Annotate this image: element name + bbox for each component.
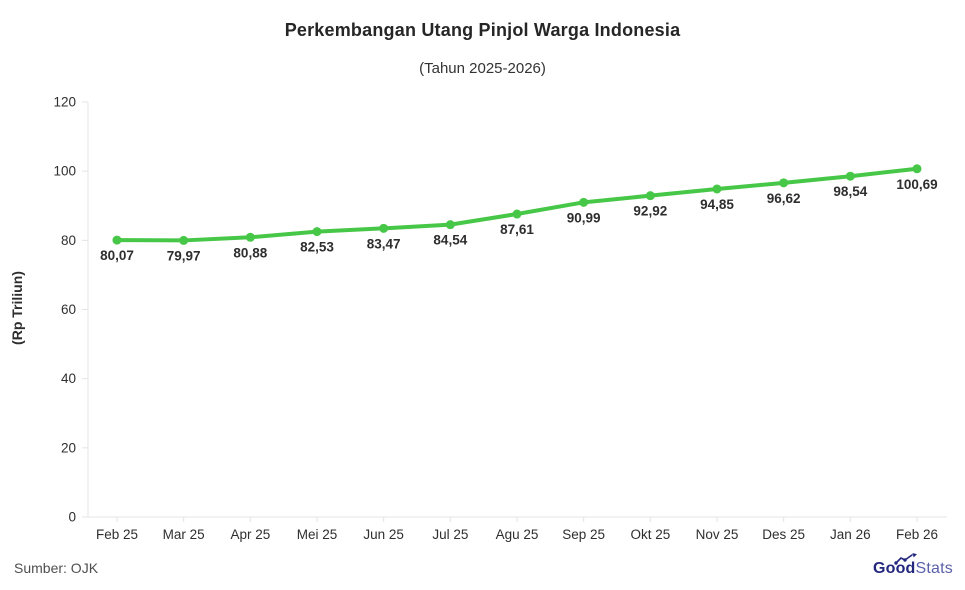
x-tick-label: Mei 25	[297, 527, 338, 542]
chart-title: Perkembangan Utang Pinjol Warga Indonesi…	[284, 20, 681, 40]
logo-text-light: Stats	[915, 560, 953, 577]
y-tick-label: 40	[61, 371, 76, 386]
x-tick-label: Nov 25	[696, 527, 739, 542]
data-point	[445, 220, 455, 230]
y-tick-label: 0	[68, 510, 76, 525]
data-point	[779, 178, 789, 188]
data-point-label: 82,53	[300, 240, 334, 255]
data-point-label: 84,54	[433, 233, 467, 248]
data-point	[512, 209, 522, 219]
data-point	[179, 235, 189, 245]
data-point-label: 83,47	[367, 236, 401, 251]
x-tick-label: Apr 25	[230, 527, 270, 542]
x-tick-label: Mar 25	[163, 527, 205, 542]
data-point-label: 79,97	[167, 248, 201, 263]
logo-text-bold: Good	[872, 560, 916, 577]
x-tick-label: Feb 25	[96, 527, 138, 542]
x-tick-label: Des 25	[762, 527, 805, 542]
data-point	[312, 227, 322, 237]
data-point-label: 98,54	[833, 184, 867, 199]
x-tick-label: Okt 25	[630, 527, 670, 542]
data-point	[112, 235, 122, 245]
data-point-label: 100,69	[896, 177, 937, 192]
data-point	[645, 191, 655, 201]
data-point	[579, 197, 589, 207]
x-tick-label: Sep 25	[562, 527, 605, 542]
data-point	[912, 164, 922, 174]
data-point	[712, 184, 722, 194]
y-tick-label: 80	[61, 233, 76, 248]
x-tick-label: Feb 26	[896, 527, 938, 542]
data-point-label: 87,61	[500, 222, 534, 237]
x-tick-label: Agu 25	[496, 527, 539, 542]
data-point-label: 80,88	[233, 245, 267, 260]
data-point-label: 80,07	[100, 248, 134, 263]
y-tick-label: 120	[53, 95, 76, 110]
data-point	[245, 232, 255, 242]
y-tick-label: 100	[53, 164, 76, 179]
data-point-label: 92,92	[633, 204, 667, 219]
data-point-label: 94,85	[700, 197, 734, 212]
y-tick-label: 60	[61, 302, 76, 317]
goodstats-logo: GoodStats	[872, 553, 953, 578]
data-point-label: 90,99	[567, 210, 601, 225]
data-point-label: 96,62	[767, 191, 801, 206]
data-point	[379, 223, 389, 233]
x-tick-label: Jul 25	[432, 527, 468, 542]
chart-subtitle: (Tahun 2025-2026)	[419, 60, 546, 77]
logo-trend-arrow-icon	[894, 553, 917, 565]
x-tick-label: Jun 25	[363, 527, 404, 542]
data-point	[845, 171, 855, 181]
source-text: Sumber: OJK	[14, 560, 99, 576]
x-tick-label: Jan 26	[830, 527, 871, 542]
y-tick-label: 20	[61, 440, 76, 455]
